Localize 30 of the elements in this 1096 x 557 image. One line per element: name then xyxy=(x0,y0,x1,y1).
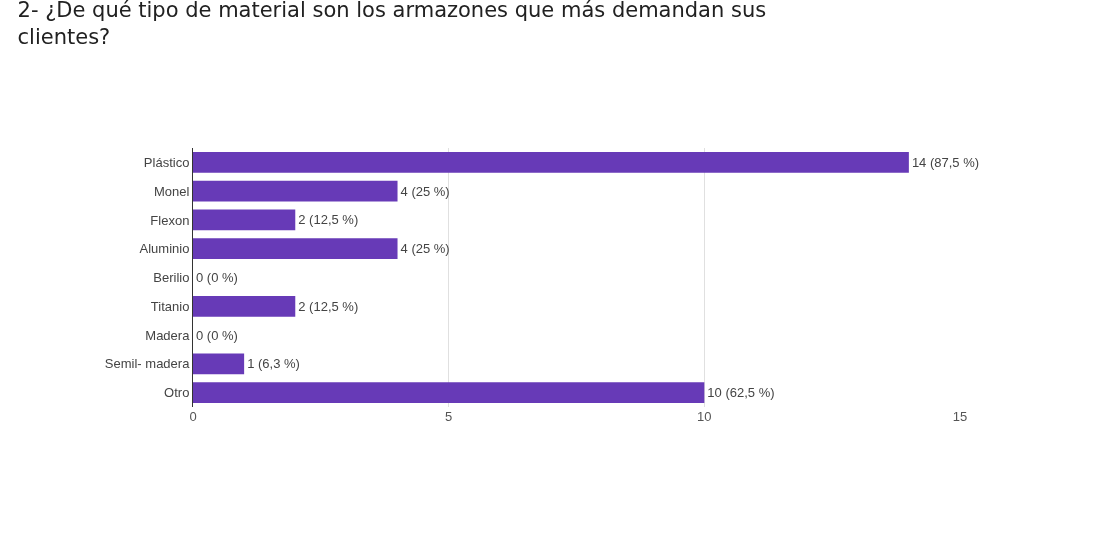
data-label: 4 (25 %) xyxy=(400,183,450,199)
x-tick-label: 5 xyxy=(445,409,453,424)
x-tick-label: 10 xyxy=(697,409,712,424)
data-label: 4 (25 %) xyxy=(400,241,450,257)
y-tick-label: Semil- madera xyxy=(104,356,191,372)
x-tick-label: 0 xyxy=(189,409,197,424)
y-tick-label: Titanio xyxy=(150,298,190,314)
data-label: 2 (12,5 %) xyxy=(298,212,359,228)
bar xyxy=(193,209,296,231)
bar xyxy=(193,152,909,173)
y-tick-label: Aluminio xyxy=(139,241,190,257)
bar xyxy=(193,238,398,260)
bar xyxy=(193,295,296,317)
data-label: 0 (0 %) xyxy=(196,270,238,285)
bar xyxy=(193,353,245,375)
y-tick-label: Monel xyxy=(153,183,190,199)
y-tick-label: Plástico xyxy=(143,154,190,170)
y-tick-label: Otro xyxy=(164,385,190,401)
y-tick-label: Berilio xyxy=(153,270,190,286)
x-tick-label: 15 xyxy=(952,409,968,424)
data-label: 14 (87,5 %) xyxy=(911,154,980,170)
bar xyxy=(193,180,398,202)
data-label: 10 (62,5 %) xyxy=(707,385,775,401)
chart-title: 2- ¿De qué tipo de material son los armazones que más demandan sus clientes? xyxy=(17,0,767,50)
y-tick-label: Flexon xyxy=(150,212,190,228)
data-label: 2 (12,5 %) xyxy=(298,298,359,314)
data-label: 0 (0 %) xyxy=(196,327,238,343)
data-label: 1 (6,3 %) xyxy=(247,356,300,372)
bar xyxy=(193,382,705,403)
y-tick-label: Madera xyxy=(145,327,191,343)
